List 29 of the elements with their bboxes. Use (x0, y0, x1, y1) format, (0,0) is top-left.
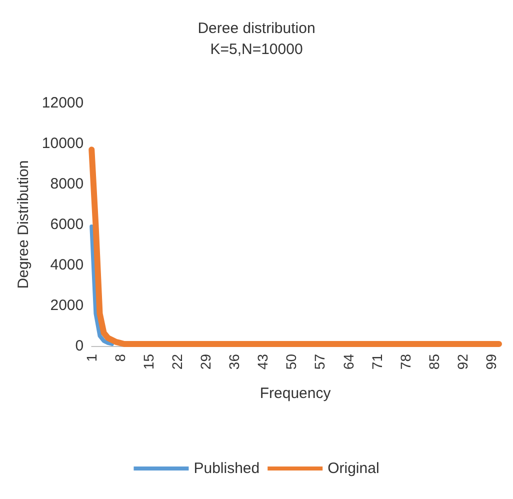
y-tick-label: 8000 (50, 176, 84, 192)
x-tick-label: 57 (312, 354, 328, 370)
x-tick-label: 36 (226, 354, 242, 370)
y-tick-label: 10000 (42, 135, 84, 152)
y-tick-label: 6000 (50, 216, 84, 233)
x-tick-label: 22 (169, 354, 186, 370)
x-tick-label: 8 (112, 354, 128, 362)
y-tick-label: 12000 (42, 94, 84, 112)
y-tick-label: 4000 (50, 256, 84, 274)
y-tick-label: 0 (75, 338, 84, 354)
legend-label: Original (328, 460, 380, 477)
y-tick-label: 2000 (50, 297, 84, 314)
x-tick-label: 64 (340, 354, 356, 370)
x-tick-label: 43 (254, 354, 271, 370)
legend-label: Published (194, 460, 260, 477)
x-axis-title: Frequency (260, 385, 332, 402)
x-tick-label: 29 (198, 354, 214, 370)
x-tick-label: 1 (84, 354, 100, 362)
chart-subtitle: K=5,N=10000 (210, 41, 303, 58)
x-tick-label: 92 (454, 354, 470, 370)
x-tick-label: 85 (426, 354, 442, 370)
chart-title: Deree distribution (198, 20, 316, 37)
y-axis-title: Degree Distribution (15, 160, 32, 289)
x-tick-label: 15 (140, 354, 157, 370)
x-tick-label: 99 (482, 354, 499, 370)
x-tick-label: 71 (368, 354, 385, 370)
line-series (90, 224, 114, 346)
x-tick-label: 50 (283, 354, 300, 370)
x-tick-label: 78 (397, 354, 414, 370)
